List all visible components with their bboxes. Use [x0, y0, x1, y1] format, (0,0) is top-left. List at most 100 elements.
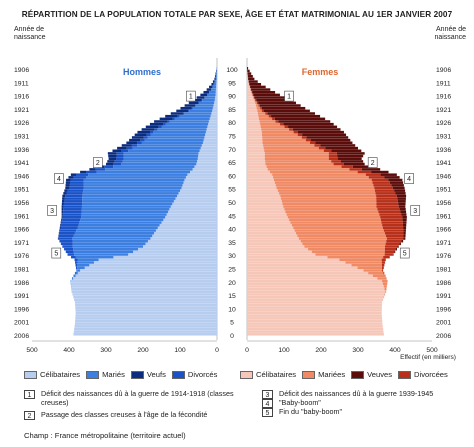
bar-male-celibataires	[113, 255, 217, 259]
legend-female: Célibataires Mariées Veuves Divorcées	[240, 370, 454, 379]
bar-female-celibataires	[247, 330, 384, 333]
bar-female-maries	[257, 109, 262, 113]
bar-female-celibataires	[247, 255, 328, 259]
bar-female-veufs	[371, 170, 389, 174]
birth-year-tick-left: 1926	[14, 120, 29, 127]
legend-label: Mariés	[102, 370, 125, 379]
bar-female-celibataires	[247, 239, 301, 243]
bar-male-maries	[83, 184, 183, 187]
bar-male-divorces	[113, 162, 122, 166]
bar-male-divorces	[172, 117, 175, 121]
bar-female-maries	[281, 200, 377, 203]
birth-year-tick-left: 1931	[14, 134, 29, 141]
age-tick-label: 80	[228, 120, 236, 127]
bar-female-maries	[265, 160, 332, 163]
annotation-number-female: 1	[287, 94, 291, 101]
bar-male-divorces	[163, 122, 166, 126]
bar-male-veufs	[60, 221, 62, 224]
bar-female-maries	[274, 181, 373, 184]
note-3: 3 Déficit des naissances dû à la guerre 1…	[262, 389, 467, 399]
bar-female-maries	[339, 258, 382, 262]
bar-male-celibataires	[198, 154, 217, 158]
bar-male-celibataires	[204, 136, 217, 139]
legend-label: Célibataires	[256, 370, 297, 379]
bar-male-divorces	[177, 114, 180, 118]
bar-male-divorces	[61, 223, 79, 227]
bar-male-celibataires	[169, 208, 217, 211]
bar-female-maries	[383, 285, 387, 288]
legend-label: Veufs	[146, 370, 166, 379]
age-tick-label: 30	[228, 253, 236, 260]
bar-male-veufs	[212, 80, 215, 83]
bar-female-celibataires	[247, 234, 298, 238]
bar-male-veufs	[159, 117, 173, 121]
bar-female-divorces	[365, 173, 381, 176]
birth-year-tick-right: 1911	[436, 80, 451, 87]
bar-female-veufs	[402, 216, 407, 219]
bar-male-celibataires	[215, 93, 217, 97]
bar-female-divorces	[384, 250, 395, 254]
bar-female-celibataires	[247, 205, 284, 208]
note-number: 5	[262, 408, 273, 417]
bar-male-celibataires	[74, 325, 217, 328]
bar-female-maries	[274, 178, 372, 182]
bar-male-divorces	[75, 266, 78, 270]
note-number: 1	[24, 390, 35, 399]
bar-male-veufs	[209, 85, 213, 89]
bar-female-maries	[282, 202, 377, 206]
bar-female-veufs	[338, 157, 362, 160]
bar-male-celibataires	[201, 144, 217, 147]
bar-female-veufs	[402, 218, 407, 222]
notes-right: 3 Déficit des naissances dû à la guerre 1…	[262, 389, 467, 417]
bar-male-maries	[123, 154, 199, 158]
bar-male-maries	[174, 117, 210, 121]
legend-item-female-mariees: Mariées	[302, 370, 345, 379]
bar-female-veufs	[403, 231, 406, 235]
bar-female-maries	[275, 184, 374, 187]
bar-male-celibataires	[133, 250, 217, 254]
bar-male-maries	[207, 93, 216, 97]
bar-male-veufs	[196, 96, 205, 99]
bar-female-veufs	[331, 149, 362, 153]
bar-male-divorces	[76, 269, 78, 272]
bar-male-celibataires	[211, 112, 217, 115]
bar-female-celibataires	[247, 112, 258, 115]
bar-female-veufs	[402, 223, 407, 227]
bar-female-celibataires	[247, 229, 295, 232]
bar-female-veufs	[311, 138, 351, 142]
bar-female-veufs	[403, 229, 406, 232]
bar-male-divorces	[63, 202, 83, 206]
bar-female-divorces	[280, 122, 284, 126]
bar-female-veufs	[396, 194, 407, 198]
birth-year-tick-right: 1951	[436, 187, 451, 194]
birth-year-tick-left: 1916	[14, 94, 29, 101]
age-tick-label: 0	[230, 333, 234, 340]
note-text: Passage des classes creuses à l'âge de l…	[41, 410, 208, 420]
bar-female-celibataires	[247, 120, 260, 123]
bar-female-veufs	[403, 226, 407, 230]
age-tick-label: 95	[228, 80, 236, 87]
bar-female-maries	[259, 117, 273, 121]
bar-male-divorces	[63, 208, 82, 211]
note-text: Déficit des naissances dû à la guerre 19…	[279, 389, 434, 398]
note-number: 3	[262, 390, 273, 399]
bar-male-celibataires	[205, 130, 217, 134]
bar-female-celibataires	[247, 319, 383, 323]
bar-female-veufs	[343, 162, 365, 166]
bar-female-maries	[280, 194, 377, 198]
bar-male-divorces	[140, 138, 145, 142]
bar-male-maries	[77, 269, 81, 272]
x-tick-male: 500	[26, 347, 38, 354]
bar-male-celibataires	[157, 226, 217, 230]
bar-male-veufs	[108, 154, 117, 158]
birth-year-tick-right: 1931	[436, 134, 451, 141]
bar-female-maries	[297, 234, 386, 238]
bar-female-celibataires	[247, 290, 386, 293]
bar-male-divorces	[64, 200, 83, 203]
bar-male-maries	[73, 274, 76, 278]
bar-male-maries	[216, 69, 217, 73]
bar-male-maries	[88, 173, 188, 176]
bar-female-celibataires	[247, 261, 346, 264]
bar-male-divorces	[86, 170, 97, 174]
bar-female-celibataires	[247, 114, 259, 118]
